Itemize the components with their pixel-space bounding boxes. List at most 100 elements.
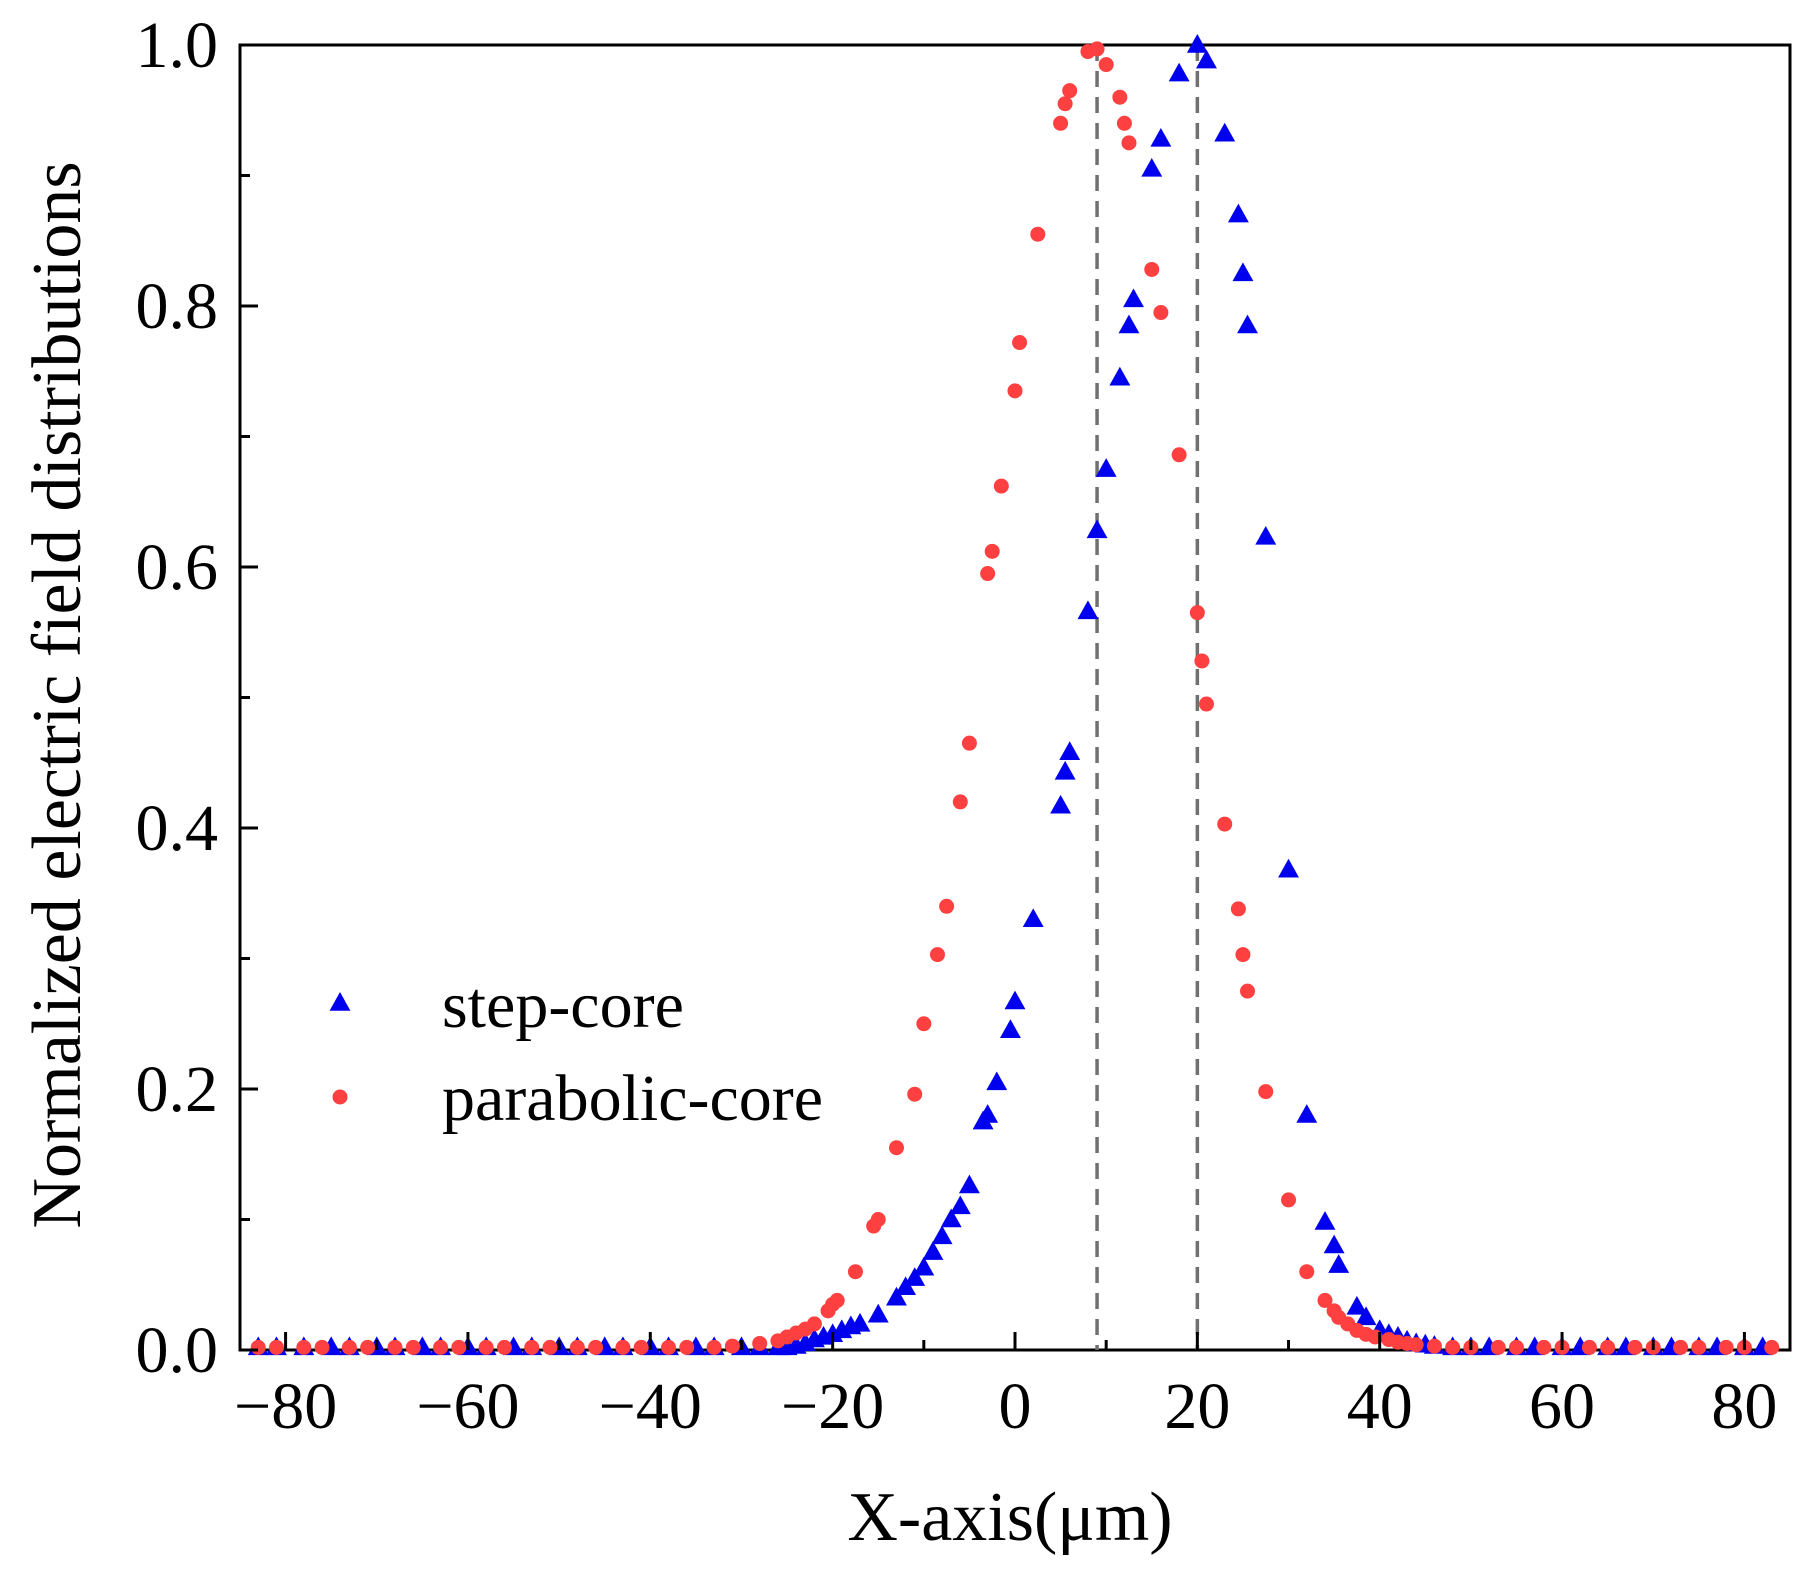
- parabolic-core-point-8: [433, 1339, 449, 1355]
- parabolic-core-point-36: [916, 1016, 932, 1032]
- series-parabolic-core: [250, 41, 1780, 1355]
- step-core-point-52: [1077, 600, 1099, 620]
- parabolic-core-point-68: [1299, 1264, 1315, 1280]
- step-core-point-44: [977, 1104, 999, 1123]
- parabolic-core-point-42: [984, 543, 1000, 559]
- parabolic-core-point-33: [870, 1212, 886, 1227]
- step-core-point-72: [1328, 1254, 1350, 1273]
- parabolic-core-point-5: [360, 1339, 376, 1355]
- step-core-point-40: [940, 1208, 962, 1228]
- parabolic-core-point-30: [829, 1292, 845, 1308]
- step-core-point-65: [1232, 262, 1254, 282]
- x-tick-label-4: 0: [999, 1370, 1032, 1443]
- legend-label-parabolic-core: parabolic-core: [442, 1062, 823, 1135]
- step-core-point-59: [1150, 127, 1172, 147]
- step-core-point-74: [1355, 1306, 1377, 1326]
- parabolic-core-point-58: [1171, 447, 1187, 463]
- step-core-point-67: [1255, 525, 1277, 545]
- x-tick-label-0: −80: [234, 1370, 337, 1443]
- parabolic-core-point-46: [1030, 226, 1046, 242]
- step-core-point-32: [849, 1312, 871, 1332]
- parabolic-core-point-63: [1230, 901, 1246, 917]
- parabolic-core-point-48: [1057, 96, 1073, 112]
- parabolic-core-point-80: [1426, 1338, 1442, 1354]
- x-tick-label-6: 40: [1347, 1370, 1413, 1443]
- x-tick-label-7: 60: [1529, 1370, 1595, 1443]
- step-core-point-69: [1296, 1104, 1318, 1123]
- parabolic-core-point-83: [1490, 1339, 1506, 1355]
- plot-area: [238, 43, 1792, 1352]
- parabolic-core-point-56: [1144, 261, 1160, 277]
- step-core-point-68: [1278, 858, 1299, 878]
- parabolic-core-point-20: [706, 1339, 722, 1355]
- legend-marker-parabolic-core: [332, 1089, 348, 1105]
- step-core-point-41: [949, 1195, 971, 1215]
- x-tick-label-3: −20: [781, 1370, 884, 1443]
- parabolic-core-point-1: [268, 1339, 284, 1355]
- parabolic-core-point-61: [1198, 696, 1214, 712]
- parabolic-core-point-19: [679, 1339, 695, 1355]
- step-core-point-36: [904, 1267, 926, 1286]
- parabolic-core-point-85: [1536, 1339, 1552, 1355]
- step-core-point-56: [1118, 314, 1140, 334]
- parabolic-core-point-27: [806, 1316, 822, 1332]
- parabolic-core-point-11: [496, 1339, 512, 1355]
- parabolic-core-point-31: [847, 1264, 863, 1280]
- parabolic-core-point-65: [1240, 983, 1255, 999]
- parabolic-core-point-9: [451, 1339, 467, 1355]
- parabolic-core-point-40: [961, 735, 977, 751]
- parabolic-core-point-66: [1258, 1084, 1274, 1100]
- parabolic-core-point-41: [980, 566, 996, 582]
- x-axis-title: X-axis(μm): [847, 1479, 1172, 1556]
- parabolic-core-point-92: [1691, 1339, 1707, 1355]
- step-core-point-70: [1314, 1211, 1336, 1230]
- step-core-point-50: [1054, 760, 1076, 780]
- parabolic-core-point-69: [1317, 1292, 1333, 1308]
- parabolic-core-point-4: [341, 1339, 357, 1355]
- parabolic-core-point-22: [752, 1335, 768, 1351]
- step-core-point-42: [958, 1174, 980, 1194]
- y-tick-label-0: 0.0: [136, 1314, 219, 1387]
- step-core-point-71: [1323, 1234, 1345, 1254]
- parabolic-core-point-87: [1581, 1339, 1597, 1355]
- parabolic-core-point-14: [569, 1339, 585, 1355]
- step-core-point-38: [922, 1241, 944, 1260]
- parabolic-core-point-18: [661, 1339, 677, 1355]
- parabolic-core-point-51: [1089, 41, 1105, 57]
- parabolic-core-point-60: [1194, 653, 1210, 669]
- x-tick-label-5: 20: [1164, 1370, 1230, 1443]
- parabolic-core-point-54: [1116, 115, 1132, 131]
- reference-lines: [1095, 45, 1200, 1350]
- parabolic-core-point-2: [296, 1339, 312, 1355]
- legend: step-core parabolic-core: [329, 969, 823, 1135]
- y-tick-label-1: 0.2: [136, 1053, 219, 1126]
- parabolic-core-point-95: [1764, 1339, 1780, 1355]
- legend-marker-step-core: [329, 992, 351, 1011]
- parabolic-core-point-62: [1217, 816, 1233, 832]
- parabolic-core-point-93: [1718, 1339, 1734, 1355]
- parabolic-core-point-89: [1627, 1339, 1643, 1355]
- parabolic-core-point-44: [1007, 383, 1023, 399]
- parabolic-core-point-79: [1408, 1337, 1424, 1353]
- step-core-point-66: [1237, 314, 1258, 334]
- step-core-point-37: [913, 1256, 935, 1276]
- parabolic-core-point-15: [588, 1339, 604, 1355]
- step-core-point-57: [1123, 288, 1144, 308]
- parabolic-core-point-47: [1053, 115, 1069, 131]
- y-axis-title: Normalized electric field distributions: [19, 161, 96, 1228]
- series-step-core: [247, 34, 1774, 1356]
- parabolic-core-point-57: [1153, 305, 1169, 321]
- step-core-point-39: [931, 1225, 953, 1245]
- parabolic-core-point-38: [939, 898, 955, 914]
- parabolic-core-point-88: [1600, 1339, 1616, 1355]
- step-core-point-51: [1059, 741, 1081, 761]
- step-core-point-34: [886, 1286, 907, 1306]
- parabolic-core-point-0: [250, 1339, 266, 1355]
- parabolic-core-point-10: [478, 1339, 494, 1355]
- parabolic-core-point-6: [387, 1339, 403, 1355]
- step-core-point-62: [1196, 49, 1217, 69]
- step-core-point-61: [1186, 34, 1208, 53]
- step-core-point-47: [1004, 990, 1026, 1010]
- step-core-point-33: [867, 1303, 889, 1323]
